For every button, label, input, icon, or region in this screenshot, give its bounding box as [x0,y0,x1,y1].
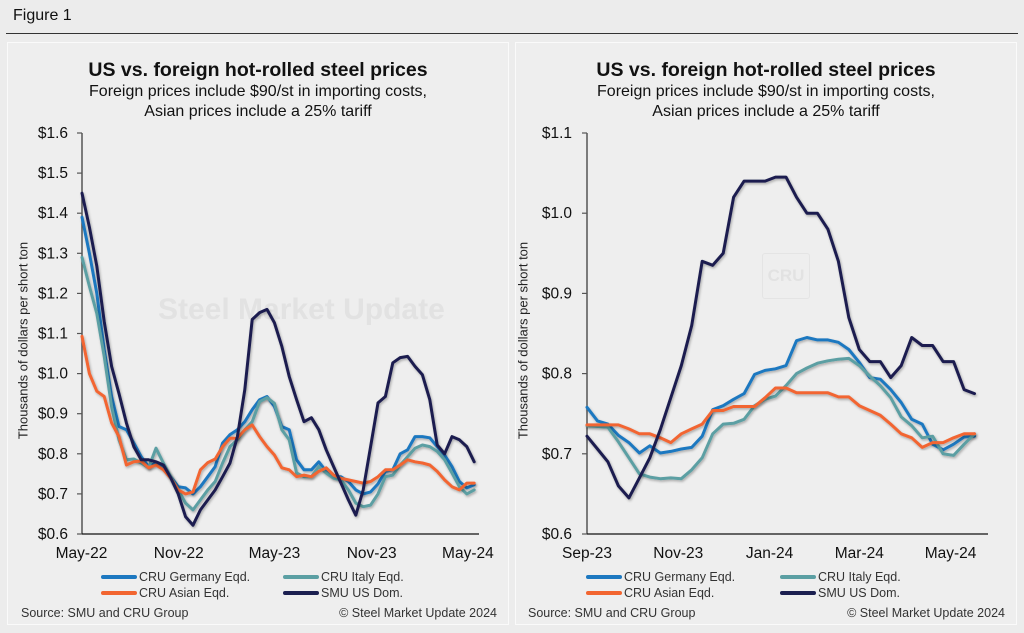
x-tick-label: May-22 [56,545,108,562]
chart-subtitle-line-2: Asian prices include a 25% tariff [144,103,372,120]
series-line-italy [80,255,476,512]
legend-swatch [101,575,137,579]
series-line-germany [585,336,976,455]
y-tick-label: $0.8 [38,446,68,463]
y-tick-label: $1.6 [38,125,68,142]
legend-label: SMU US Dom. [818,586,900,600]
title-divider [6,33,1018,34]
legend-label: CRU Germany Eqd. [139,570,251,584]
legend-item-asian: CRU Asian Eqd. [101,586,229,600]
legend-label: SMU US Dom. [321,586,403,600]
legend-swatch [780,575,816,579]
legend-swatch [101,591,137,595]
copyright-note: © Steel Market Update 2024 [847,606,1005,620]
y-tick-label: $0.7 [542,446,572,463]
legend-label: CRU Asian Eqd. [624,586,715,600]
legend-item-germany: CRU Germany Eqd. [101,570,250,584]
x-tick-label: Nov-22 [154,545,204,562]
figure-title: Figure 1 [13,7,72,24]
chart-title: US vs. foreign hot-rolled steel prices [88,59,428,81]
legend-label: CRU Germany Eqd. [624,570,736,584]
series-line-asian [585,386,976,449]
y-tick-label: $1.4 [38,205,69,222]
chart-subtitle-line-2: Asian prices include a 25% tariff [652,103,880,120]
legend-swatch [586,575,622,579]
y-tick-label: $0.9 [542,285,572,302]
source-note: Source: SMU and CRU Group [21,606,189,620]
y-tick-label: $1.1 [542,125,572,142]
x-tick-label: Nov-23 [653,545,703,562]
legend-swatch [283,591,319,595]
chart-panel-left: Steel Market Update US vs. foreign hot-r… [7,42,509,625]
x-tick-label: May-24 [442,545,494,562]
y-tick-label: $1.2 [38,285,68,302]
y-tick-label: $0.6 [542,526,572,543]
legend-item-asian: CRU Asian Eqd. [586,586,714,600]
x-tick-label: Sep-23 [562,545,612,562]
legend-label: CRU Italy Eqd. [321,570,404,584]
legend-item-italy: CRU Italy Eqd. [283,570,404,584]
y-tick-label: $0.6 [38,526,68,543]
copyright-note: © Steel Market Update 2024 [339,606,497,620]
y-tick-label: $1.5 [38,165,68,182]
legend-swatch [283,575,319,579]
x-tick-label: May-24 [925,545,977,562]
x-tick-label: May-23 [249,545,301,562]
series-line-asian [80,334,476,496]
y-tick-label: $0.7 [38,486,68,503]
x-tick-label: Mar-24 [835,545,884,562]
series-line-us [585,175,976,500]
legend-item-italy: CRU Italy Eqd. [780,570,901,584]
legend-swatch [780,591,816,595]
chart-subtitle-line-1: Foreign prices include $90/st in importi… [89,83,427,100]
x-tick-label: Nov-23 [347,545,397,562]
y-tick-label: $0.8 [542,366,572,383]
legend-label: CRU Italy Eqd. [818,570,901,584]
source-note: Source: SMU and CRU Group [528,606,696,620]
legend-item-us: SMU US Dom. [283,586,403,600]
chart-title: US vs. foreign hot-rolled steel prices [596,59,936,81]
legend-item-us: SMU US Dom. [780,586,900,600]
legend-label: CRU Asian Eqd. [139,586,230,600]
y-tick-label: $1.0 [38,366,69,383]
legend-item-germany: CRU Germany Eqd. [586,570,735,584]
chart-subtitle-line-1: Foreign prices include $90/st in importi… [597,83,935,100]
chart-panel-right: CRU US vs. foreign hot-rolled steel pric… [515,42,1017,625]
y-tick-label: $0.9 [38,406,68,423]
y-tick-label: $1.3 [38,245,68,262]
series-line-italy [585,356,976,481]
series-line-germany [80,215,476,496]
x-tick-label: Jan-24 [746,545,794,562]
series-line-us [80,191,476,527]
y-tick-label: $1.0 [542,205,573,222]
y-tick-label: $1.1 [38,326,68,343]
legend-swatch [586,591,622,595]
